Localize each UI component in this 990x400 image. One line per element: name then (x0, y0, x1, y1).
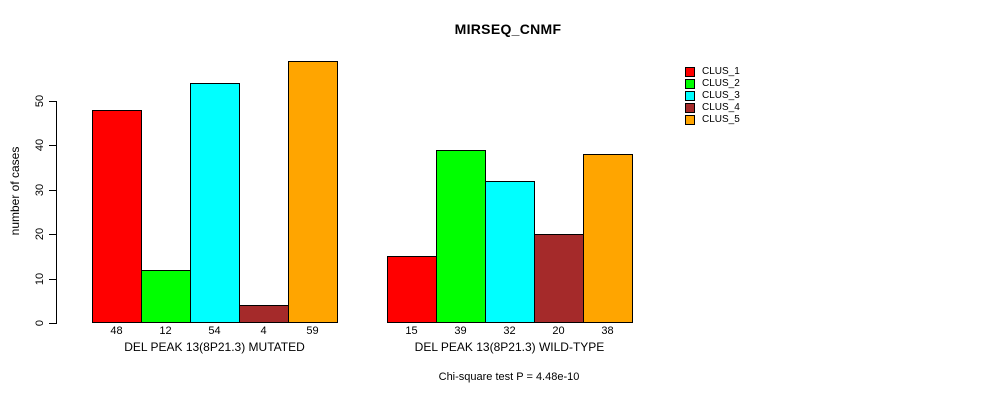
x-axis-group-label: DEL PEAK 13(8P21.3) MUTATED (124, 340, 305, 354)
chi-square-note: Chi-square test P = 4.48e-10 (438, 371, 580, 383)
y-axis-tick-label: 30 (34, 183, 46, 197)
bar-value-label: 54 (208, 325, 221, 337)
legend-item-clus-2: CLUS_2 (685, 78, 740, 90)
y-axis-tick (49, 234, 56, 235)
bar-clus-4-group2 (534, 234, 584, 323)
legend-item-clus-4: CLUS_4 (685, 102, 740, 114)
chart-title: MIRSEQ_CNMF (454, 21, 562, 37)
y-axis-tick (49, 323, 56, 324)
y-axis-tick (49, 279, 56, 280)
bar-clus-3-group2 (485, 181, 535, 323)
legend-label: CLUS_4 (702, 102, 740, 113)
y-axis-tick-label: 20 (34, 227, 46, 241)
bar-clus-3-group1 (190, 83, 240, 323)
legend-item-clus-5: CLUS_5 (685, 114, 740, 126)
bar-clus-2-group1 (141, 270, 191, 323)
legend-swatch-clus-5 (685, 115, 695, 125)
y-axis-tick-label: 40 (34, 138, 46, 152)
y-axis-line (56, 101, 57, 324)
bar-value-label: 48 (110, 325, 123, 337)
legend-label: CLUS_3 (702, 90, 740, 101)
legend-swatch-clus-3 (685, 91, 695, 101)
bar-value-label: 32 (503, 325, 516, 337)
bar-clus-1-group1 (92, 110, 142, 323)
bar-clus-4-group1 (239, 305, 289, 323)
bar-value-label: 38 (601, 325, 614, 337)
legend-label: CLUS_2 (702, 78, 740, 89)
y-axis-tick-label: 0 (34, 319, 46, 327)
bar-value-label: 4 (260, 325, 267, 337)
bar-value-label: 15 (405, 325, 418, 337)
y-axis-tick (49, 190, 56, 191)
legend-swatch-clus-1 (685, 67, 695, 77)
bar-clus-5-group2 (583, 154, 633, 323)
legend-item-clus-1: CLUS_1 (685, 66, 740, 78)
legend-swatch-clus-4 (685, 103, 695, 113)
y-axis-tick (49, 101, 56, 102)
legend-label: CLUS_5 (702, 114, 740, 125)
bar-value-label: 12 (159, 325, 172, 337)
legend-label: CLUS_1 (702, 66, 740, 77)
legend-swatch-clus-2 (685, 79, 695, 89)
bar-value-label: 59 (306, 325, 319, 337)
bar-clus-1-group2 (387, 256, 437, 323)
y-axis-tick-label: 50 (34, 94, 46, 108)
y-axis-tick-label: 10 (34, 272, 46, 286)
bar-value-label: 39 (454, 325, 467, 337)
legend-item-clus-3: CLUS_3 (685, 90, 740, 102)
bar-clus-5-group1 (288, 61, 338, 323)
legend: CLUS_1 CLUS_2 CLUS_3 CLUS_4 CLUS_5 (685, 66, 740, 126)
bar-clus-2-group2 (436, 150, 486, 323)
bar-value-label: 20 (552, 325, 565, 337)
y-axis-tick (49, 145, 56, 146)
x-axis-group-label: DEL PEAK 13(8P21.3) WILD-TYPE (414, 340, 605, 354)
